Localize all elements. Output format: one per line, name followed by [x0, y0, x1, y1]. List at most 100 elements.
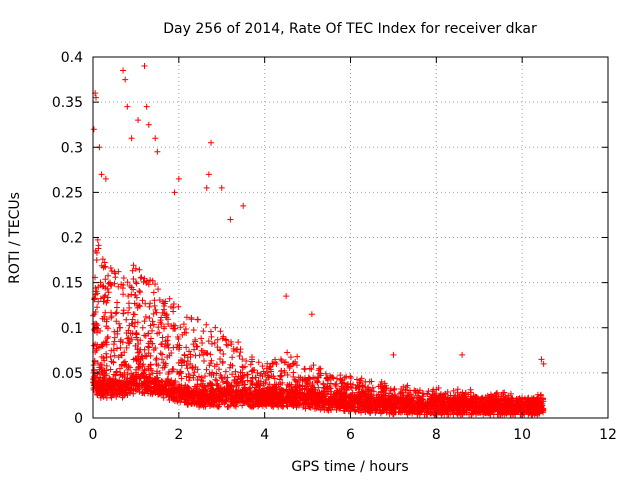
data-point [102, 175, 109, 182]
data-point [90, 342, 97, 349]
data-point [144, 379, 151, 386]
data-point [356, 399, 363, 406]
data-point [475, 406, 482, 413]
data-point [467, 386, 474, 393]
data-point [229, 371, 236, 378]
data-point [145, 281, 152, 288]
y-tick-label: 0.2 [61, 231, 83, 247]
data-point [132, 265, 139, 272]
data-point [117, 384, 124, 391]
data-point [183, 314, 190, 321]
data-point [227, 216, 234, 223]
data-point [189, 365, 196, 372]
x-tick-label: 8 [432, 427, 441, 443]
data-point [152, 281, 159, 288]
data-point [224, 403, 231, 410]
data-point [147, 374, 154, 381]
data-point [227, 338, 234, 345]
data-point [186, 374, 193, 381]
data-point [142, 313, 149, 320]
data-point [247, 361, 254, 368]
data-point [333, 406, 340, 413]
data-point [315, 367, 322, 374]
data-point [100, 355, 107, 362]
data-point [304, 381, 311, 388]
data-point [90, 126, 97, 133]
data-point [308, 400, 315, 407]
data-point [154, 383, 161, 390]
data-point [177, 356, 184, 363]
data-point [284, 372, 291, 379]
data-point [218, 184, 225, 191]
data-point [193, 343, 200, 350]
data-point [208, 357, 215, 364]
data-point [294, 353, 301, 360]
data-point [286, 362, 293, 369]
data-point [177, 369, 184, 376]
data-point [237, 346, 244, 353]
data-point [346, 402, 353, 409]
data-point [256, 402, 263, 409]
data-point [203, 366, 210, 373]
data-point [133, 294, 140, 301]
data-point [95, 284, 102, 291]
data-point [414, 398, 421, 405]
data-point [406, 387, 413, 394]
data-point [152, 378, 159, 385]
data-point [143, 103, 150, 110]
data-point [355, 396, 362, 403]
data-point [222, 398, 229, 405]
data-point [208, 387, 215, 394]
data-point [210, 398, 217, 405]
data-point [96, 388, 103, 395]
data-point [427, 395, 434, 402]
data-point [196, 401, 203, 408]
data-point [252, 389, 259, 396]
data-point [111, 280, 118, 287]
data-point [502, 396, 509, 403]
data-point [308, 366, 315, 373]
data-point [389, 393, 396, 400]
data-point [138, 274, 145, 281]
data-point [110, 359, 117, 366]
data-point [101, 357, 108, 364]
data-point [246, 385, 253, 392]
data-point [188, 314, 195, 321]
data-point [324, 376, 331, 383]
data-point [288, 388, 295, 395]
grid [93, 57, 608, 418]
data-point [108, 268, 115, 275]
data-point [200, 328, 207, 335]
data-point [227, 382, 234, 389]
data-point [313, 405, 320, 412]
data-point [334, 387, 341, 394]
data-point [450, 387, 457, 394]
data-point [277, 381, 284, 388]
data-point [154, 368, 161, 375]
data-point [406, 399, 413, 406]
data-point [425, 388, 432, 395]
data-point [180, 321, 187, 328]
data-point [361, 392, 368, 399]
data-point [207, 351, 214, 358]
y-tick-label: 0.35 [52, 95, 83, 111]
data-point [216, 366, 223, 373]
data-point [299, 382, 306, 389]
data-point [226, 390, 233, 397]
data-point [533, 396, 540, 403]
data-point [184, 365, 191, 372]
data-point [112, 310, 119, 317]
data-point [390, 386, 397, 393]
data-point [101, 382, 108, 389]
data-point [94, 392, 101, 399]
data-point [278, 368, 285, 375]
data-point [159, 378, 166, 385]
data-point [202, 388, 209, 395]
data-point [436, 396, 443, 403]
data-point [238, 389, 245, 396]
data-point [207, 328, 214, 335]
data-point [158, 341, 165, 348]
data-point [208, 340, 215, 347]
data-point [328, 374, 335, 381]
data-point [219, 359, 226, 366]
